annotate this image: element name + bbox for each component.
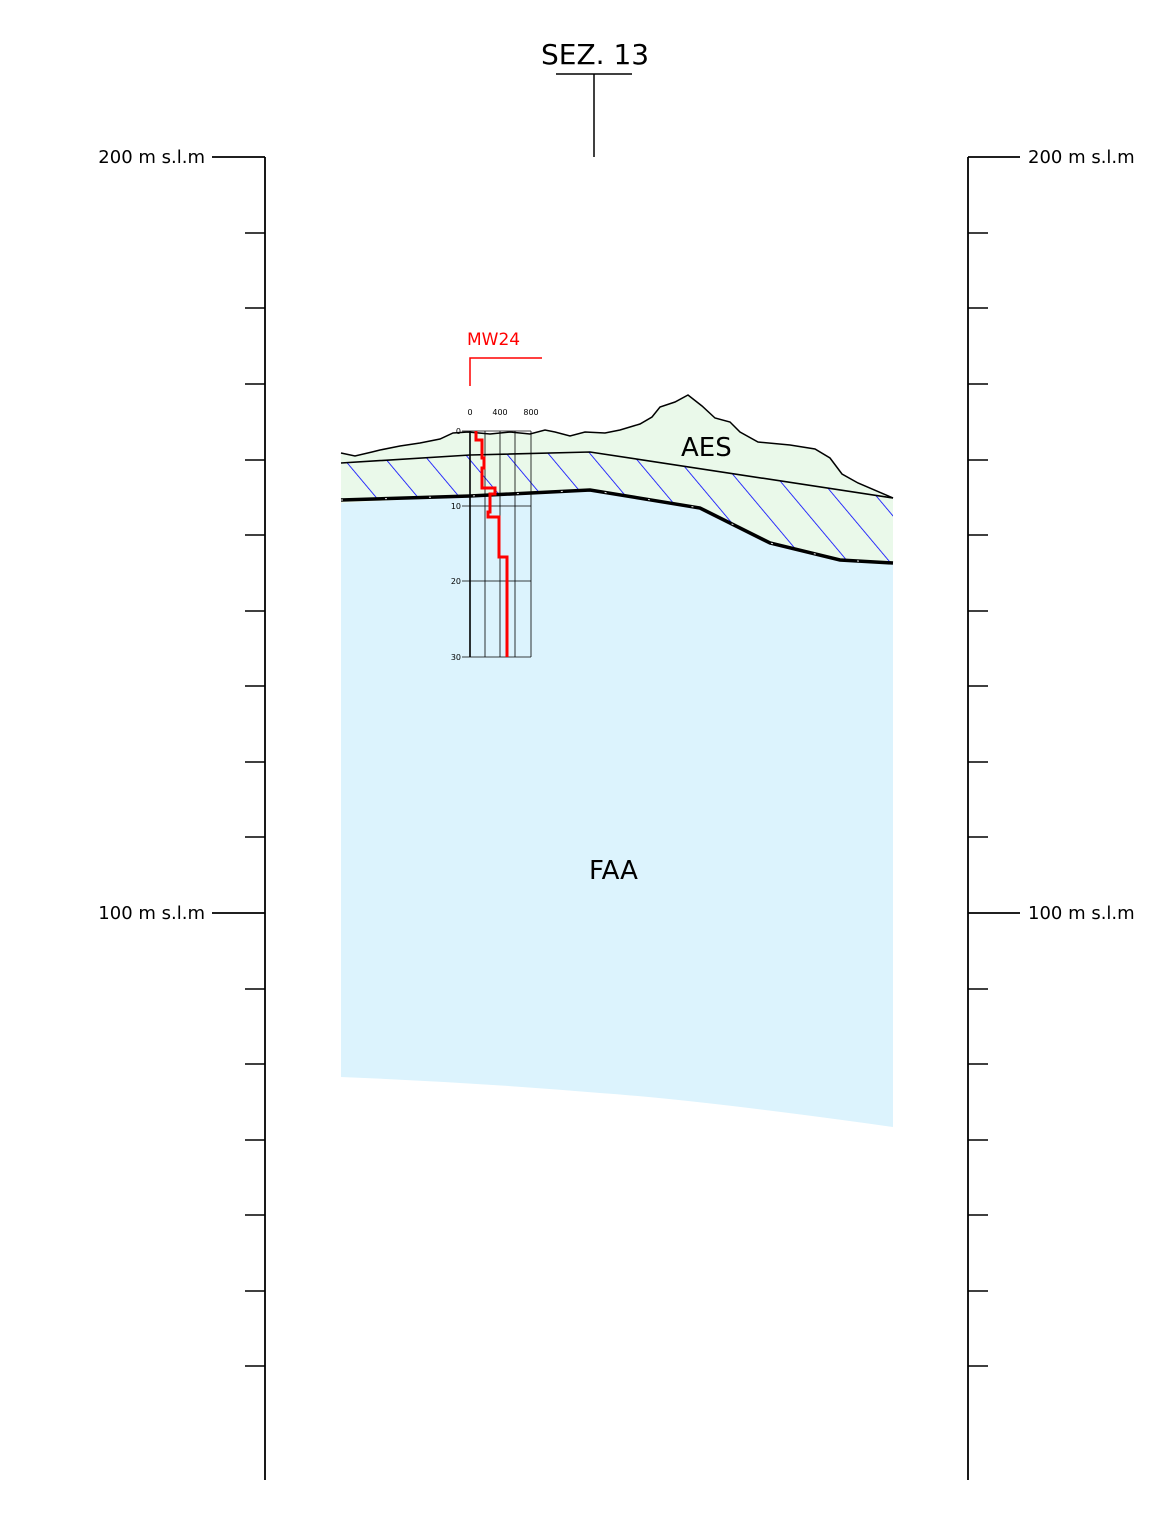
well-name-label: MW24 <box>467 330 520 350</box>
faa-label: FAA <box>589 856 638 886</box>
right-top-elevation-label: 200 m s.l.m <box>1028 147 1135 168</box>
well-depth-tick-20: 20 <box>451 577 461 586</box>
well-x-tick-0: 0 <box>467 408 472 417</box>
left-top-elevation-label: 200 m s.l.m <box>98 147 205 168</box>
left-mid-elevation-label: 100 m s.l.m <box>98 903 205 924</box>
left-elevation-scale: 200 m s.l.m 100 m s.l.m <box>98 147 266 1480</box>
well-marker <box>469 357 542 386</box>
hatched-top-boundary <box>340 451 894 499</box>
right-scale-minor-ticks <box>968 232 988 1367</box>
faa-unit-area <box>341 490 893 1127</box>
well-log-curve <box>474 431 509 657</box>
topographic-surface <box>340 394 894 499</box>
well-depth-tick-10: 10 <box>451 502 461 511</box>
right-elevation-scale: 200 m s.l.m 100 m s.l.m <box>967 147 1135 1480</box>
left-scale-minor-ticks <box>245 232 265 1367</box>
right-mid-elevation-label: 100 m s.l.m <box>1028 903 1135 924</box>
well-depth-tick-0: 0 <box>456 427 461 436</box>
well-mw24: MW24 0 400 800 0 10 20 30 <box>451 330 542 662</box>
section-title-text: SEZ. 13 <box>541 38 649 71</box>
well-depth-tick-30: 30 <box>451 653 461 662</box>
well-x-tick-400: 400 <box>492 408 507 417</box>
well-depth-ticks: 0 10 20 30 <box>451 427 461 662</box>
aes-label: AES <box>681 433 732 463</box>
well-x-tick-800: 800 <box>523 408 538 417</box>
section-title: SEZ. 13 <box>541 38 649 157</box>
well-x-ticks: 0 400 800 <box>467 408 538 417</box>
